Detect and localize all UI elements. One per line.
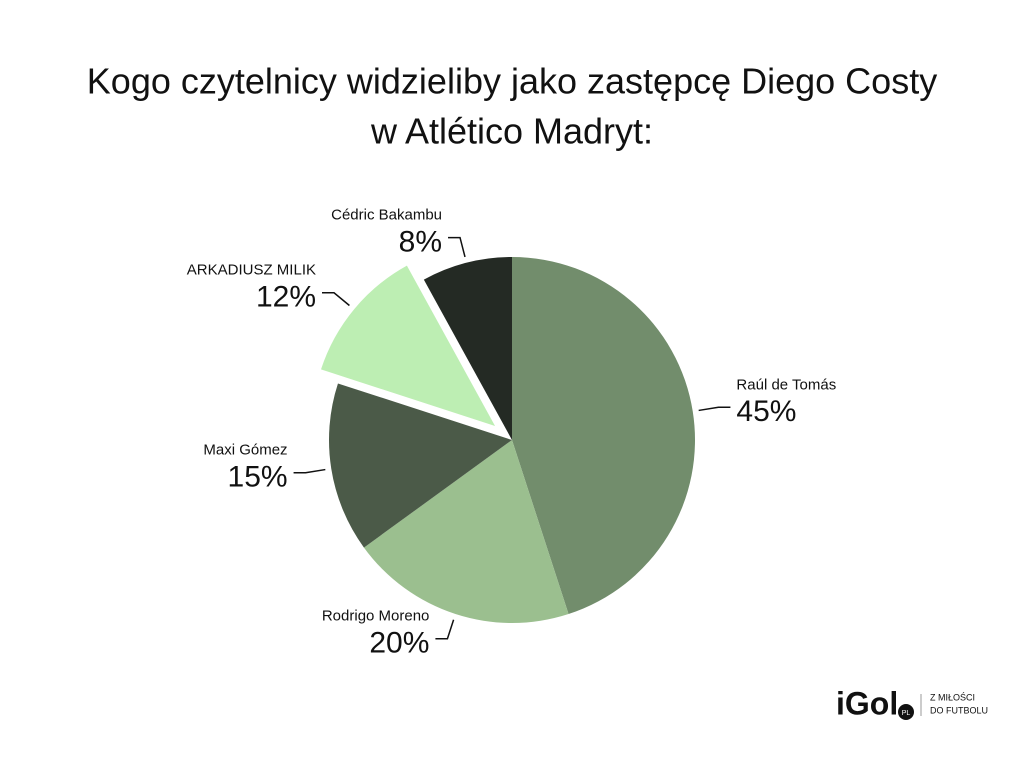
pie-slice (321, 265, 496, 426)
leader-line (435, 619, 455, 640)
pie-slice (423, 257, 512, 440)
pie-slice (329, 383, 512, 548)
value-label: 45% (736, 395, 796, 428)
slice-label: Rodrigo Moreno (322, 608, 430, 625)
slice-label: ARKADIUSZ MILIK (187, 262, 316, 279)
value-label: 15% (228, 461, 288, 494)
slice-label: Raúl de Tomás (736, 376, 836, 393)
chart-title: Kogo czytelnicy widzieliby jako zastępcę… (87, 61, 937, 102)
leader-line (448, 236, 466, 258)
slice-label: Cédric Bakambu (331, 207, 442, 224)
value-label: 8% (399, 225, 442, 258)
chart-title: w Atlético Madryt: (370, 111, 653, 152)
value-label: 12% (256, 281, 316, 314)
leader-line (293, 468, 326, 474)
logo-badge-bg (898, 704, 914, 720)
logo-tagline: Z MIŁOŚCI (930, 691, 975, 702)
logo: iGol PL Z MIŁOŚCI DO FUTBOLU (836, 685, 988, 721)
pie-slice (363, 440, 569, 623)
logo-name: iGol (836, 685, 898, 721)
leader-line (322, 292, 350, 307)
value-label: 20% (369, 627, 429, 660)
logo-tagline: DO FUTBOLU (930, 705, 988, 715)
pie-slice (512, 257, 695, 615)
leader-line (698, 406, 731, 412)
slice-label: Maxi Gómez (203, 442, 287, 459)
logo-badge: PL (902, 710, 911, 717)
